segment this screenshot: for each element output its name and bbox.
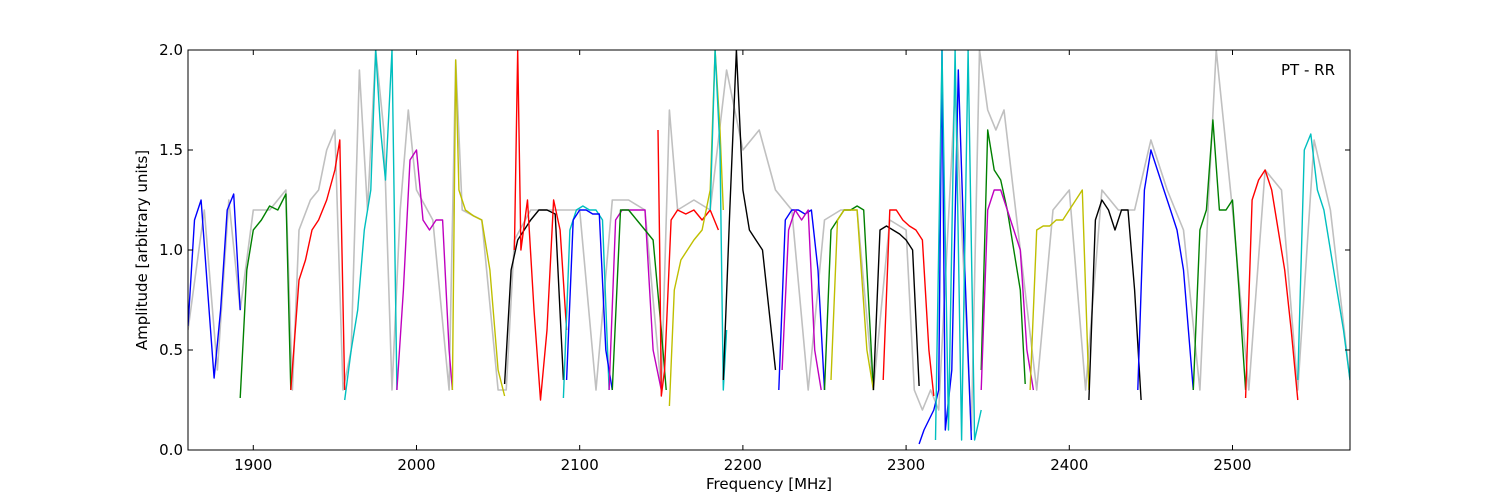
- series-line-22: [882, 209, 935, 397]
- x-tick-label: 2400: [1050, 456, 1088, 474]
- series-line-21: [872, 225, 920, 391]
- series-line-20: [830, 209, 875, 391]
- series-line-16: [722, 50, 777, 381]
- series-line-6: [451, 59, 506, 397]
- y-tick-label: 1.0: [159, 241, 183, 259]
- series-line-27: [1029, 189, 1090, 391]
- series-line-9: [562, 205, 610, 399]
- x-tick-label: 2500: [1213, 456, 1251, 474]
- series-line-17: [778, 209, 826, 391]
- chart-annotation: PT - RR: [1281, 61, 1335, 79]
- series-line-10: [565, 209, 613, 391]
- y-axis: 0.0 0.5 1.0 1.5 2.0: [159, 41, 1350, 459]
- series-line-3: [290, 139, 346, 391]
- series-line-18: [781, 209, 822, 391]
- series-line-31: [1244, 169, 1299, 401]
- series-line-1: [188, 193, 241, 379]
- x-tick-label: 2200: [724, 456, 762, 474]
- series-line-2: [239, 193, 292, 399]
- y-tick-label: 0.5: [159, 341, 183, 359]
- series-line-4: [344, 50, 398, 401]
- y-tick-label: 1.5: [159, 141, 183, 159]
- y-axis-label: Amplitude [arbitrary units]: [133, 150, 151, 350]
- series-line-26: [980, 189, 1035, 391]
- x-tick-label: 1900: [234, 456, 272, 474]
- y-tick-label: 0.0: [159, 441, 183, 459]
- x-tick-label: 2100: [561, 456, 599, 474]
- plot-area: [188, 50, 1350, 445]
- series-line-5: [396, 149, 454, 391]
- series-line-28: [1088, 199, 1142, 401]
- series-line-15: [709, 50, 728, 391]
- series-line-24: [934, 50, 982, 441]
- series-line-30: [1192, 119, 1247, 391]
- series-line-25: [980, 129, 1026, 385]
- x-tick-label: 2000: [397, 456, 435, 474]
- x-tick-label: 2300: [887, 456, 925, 474]
- series-line-23: [918, 50, 973, 445]
- y-tick-label: 2.0: [159, 41, 183, 59]
- series-line-29: [1137, 149, 1194, 391]
- x-axis-label: Frequency [MHz]: [706, 475, 832, 493]
- series-line-32: [1297, 133, 1350, 381]
- series-line-8: [513, 50, 568, 401]
- series-line-11: [608, 209, 662, 391]
- x-axis: 1900 2000 2100 2200 2300 2400 2500: [234, 50, 1252, 474]
